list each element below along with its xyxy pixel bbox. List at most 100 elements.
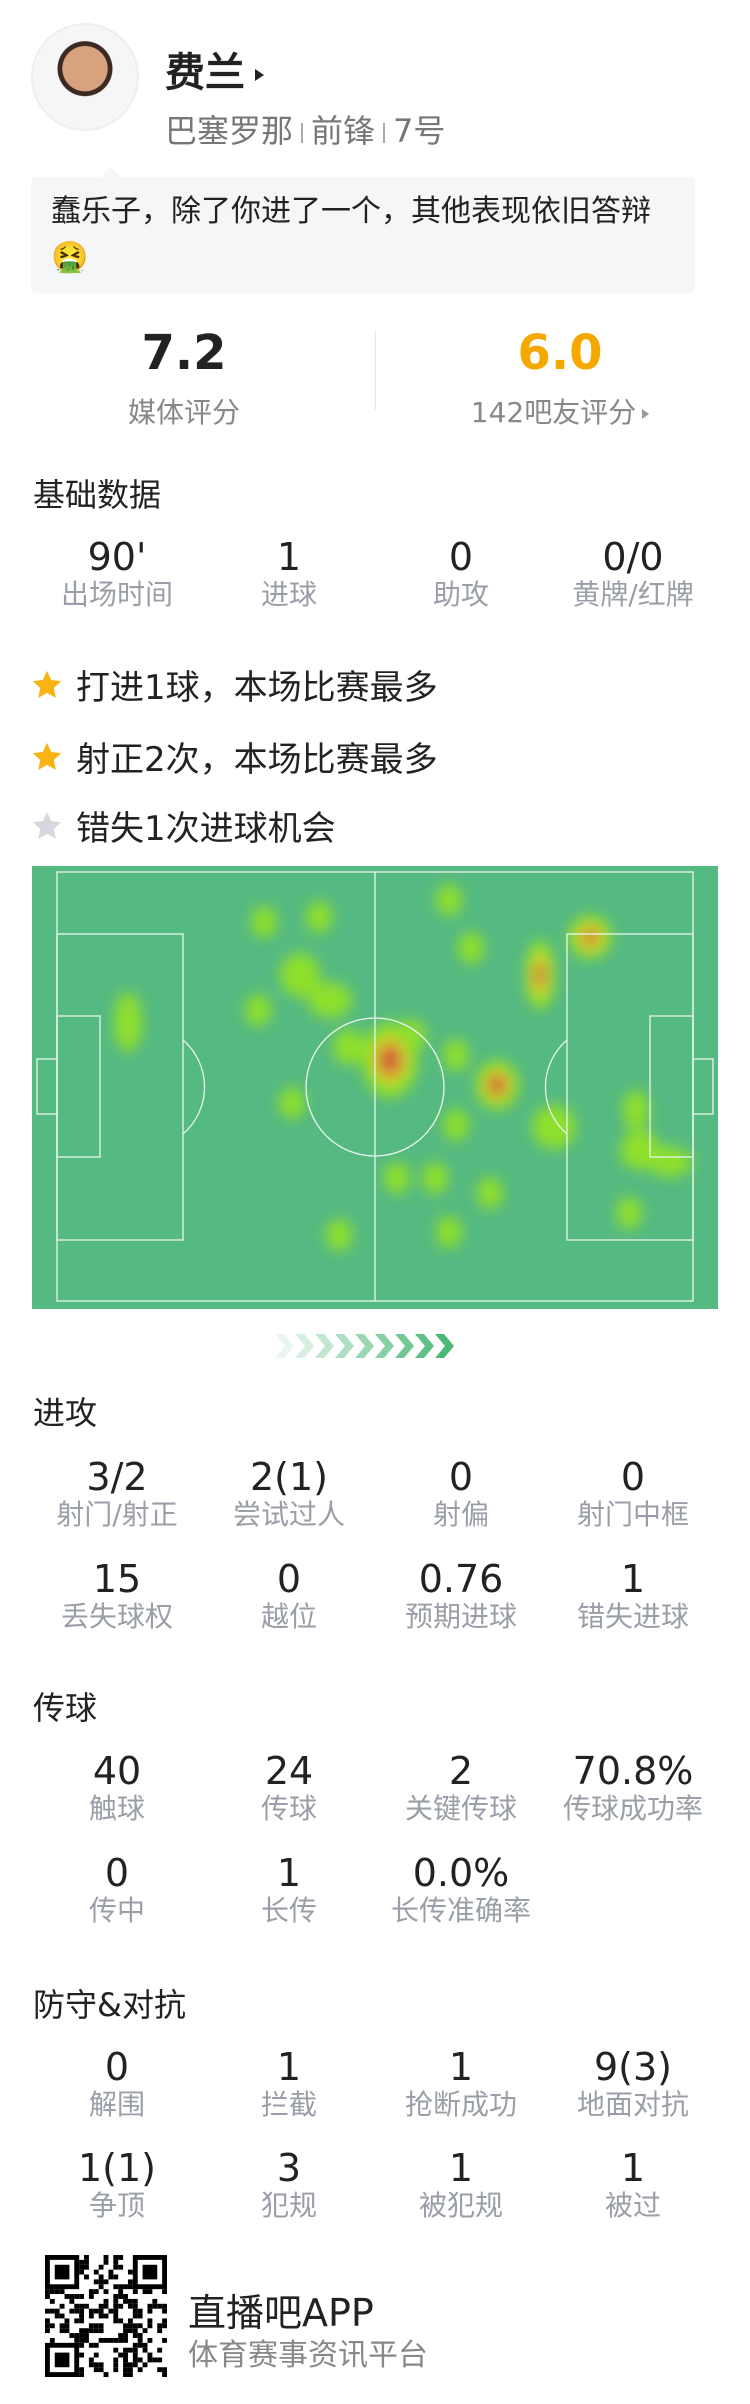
stat-label: 射偏 — [432, 1498, 489, 1531]
stat-value: 2 — [448, 1749, 474, 1793]
qr-modules — [45, 2255, 167, 2377]
user-comment: 蠢乐子，除了你进了一个，其他表现依旧答辩🤮 — [31, 167, 695, 293]
stat-attack: 15 丢失球权 — [31, 1558, 203, 1634]
stat-defense: 1 被过 — [547, 2147, 719, 2223]
heatmap-canvas — [36, 871, 714, 1302]
heat-spot — [422, 1162, 448, 1194]
stat-label: 错失进球 — [576, 1600, 689, 1633]
stat-passing: 0 传中 — [31, 1852, 203, 1928]
brand-name: 直播吧APP — [188, 2291, 374, 2335]
stat-value: 2(1) — [249, 1455, 328, 1499]
stat-label: 传球 — [260, 1792, 317, 1825]
team-name: 巴塞罗那 — [165, 112, 294, 150]
stat-value: 0 — [448, 535, 474, 579]
stat-value: 0.0% — [412, 1851, 510, 1895]
stat-value: 0 — [276, 1557, 302, 1601]
chevron-icon — [275, 1334, 294, 1358]
stat-passing: 0.0% 长传准确率 — [375, 1852, 547, 1928]
stat-value: 1 — [620, 1557, 646, 1601]
stat-value: 0 — [104, 2045, 130, 2089]
heat-spot — [114, 992, 142, 1052]
stat-value: 9(3) — [593, 2045, 672, 2089]
stat-value: 0 — [104, 1851, 130, 1895]
stat-label: 传中 — [88, 1894, 145, 1927]
chevron-icon — [375, 1334, 394, 1358]
stat-basic: 90' 出场时间 — [31, 536, 203, 612]
rating-divider — [375, 330, 376, 410]
stat-passing: 40 触球 — [31, 1750, 203, 1826]
media-rating: 7.2 媒体评分 — [54, 325, 314, 431]
stat-value: 24 — [264, 1749, 314, 1793]
stat-attack: 0.76 预期进球 — [375, 1558, 547, 1634]
qr-code — [45, 2255, 167, 2377]
attack-direction-arrows — [275, 1334, 454, 1358]
stat-value: 15 — [92, 1557, 142, 1601]
stat-label: 争顶 — [88, 2189, 145, 2222]
stat-label: 出场时间 — [60, 578, 173, 611]
stat-label: 长传准确率 — [390, 1894, 531, 1927]
stat-attack: 0 越位 — [203, 1558, 375, 1634]
heat-spot — [280, 953, 320, 997]
stat-passing: 70.8% 传球成功率 — [547, 1750, 719, 1826]
heat-spot — [306, 901, 332, 933]
stat-value: 0 — [448, 1455, 474, 1499]
stat-label: 尝试过人 — [232, 1498, 345, 1531]
chevron-icon — [415, 1334, 434, 1358]
fan-rating-label: 142吧友评分 — [470, 396, 637, 429]
heat-spot — [616, 1197, 642, 1229]
gold-star-icon — [32, 670, 62, 698]
caret-right-icon — [255, 69, 264, 81]
stat-value: 0.76 — [418, 1557, 504, 1601]
stat-value: 1 — [448, 2146, 474, 2190]
highlight-text: 打进1球，本场比赛最多 — [76, 668, 438, 708]
stat-label: 长传 — [260, 1894, 317, 1927]
stat-label: 越位 — [260, 1600, 317, 1633]
stat-passing: 24 传球 — [203, 1750, 375, 1826]
highlight-text: 射正2次，本场比赛最多 — [76, 740, 438, 780]
media-rating-label: 媒体评分 — [127, 396, 240, 429]
heat-spot — [384, 1162, 410, 1194]
stat-label: 关键传球 — [404, 1792, 517, 1825]
stat-label: 地面对抗 — [576, 2088, 689, 2121]
heat-spot — [380, 1046, 400, 1074]
stat-defense: 3 犯规 — [203, 2147, 375, 2223]
stat-label: 拦截 — [260, 2088, 317, 2121]
player-name-link[interactable]: 费兰 — [165, 40, 264, 98]
stat-label: 解围 — [88, 2088, 145, 2121]
heat-spot — [534, 962, 546, 988]
stat-value: 3 — [276, 2146, 302, 2190]
heat-spot — [443, 1109, 469, 1141]
stat-label: 传球成功率 — [562, 1792, 703, 1825]
section-title-attack: 进攻 — [33, 1394, 98, 1432]
stat-basic: 0/0 黄牌/红牌 — [547, 536, 719, 612]
pitch-lines — [36, 871, 714, 1302]
highlight-item: 打进1球，本场比赛最多 — [30, 660, 438, 709]
stat-label: 进球 — [260, 578, 317, 611]
stat-defense: 1 抢断成功 — [375, 2046, 547, 2122]
heat-spot — [477, 1177, 503, 1209]
stat-value: 1 — [276, 2045, 302, 2089]
position: 前锋 — [311, 112, 376, 150]
heat-spot — [648, 1147, 692, 1177]
player-avatar[interactable] — [31, 23, 139, 131]
stat-value: 0/0 — [602, 535, 664, 579]
media-rating-value: 7.2 — [141, 325, 227, 381]
fan-rating[interactable]: 6.0 142吧友评分 — [430, 325, 690, 431]
stat-label: 触球 — [88, 1792, 145, 1825]
heat-spot — [582, 929, 598, 945]
caret-right-icon — [642, 409, 650, 419]
stat-value: 1 — [276, 535, 302, 579]
stat-attack: 3/2 射门/射正 — [31, 1456, 203, 1532]
heat-spot — [279, 1087, 305, 1119]
chevron-icon — [395, 1334, 414, 1358]
stat-value: 3/2 — [86, 1455, 148, 1499]
stat-basic: 1 进球 — [203, 536, 375, 612]
section-title-basic: 基础数据 — [33, 476, 162, 514]
heat-spot — [436, 884, 462, 916]
stat-value: 40 — [92, 1749, 142, 1793]
heat-spot — [532, 1105, 576, 1149]
heatmap — [32, 866, 718, 1309]
section-title-defense: 防守&对抗 — [33, 1986, 186, 2024]
heat-spot — [245, 994, 271, 1026]
separator — [301, 123, 304, 143]
